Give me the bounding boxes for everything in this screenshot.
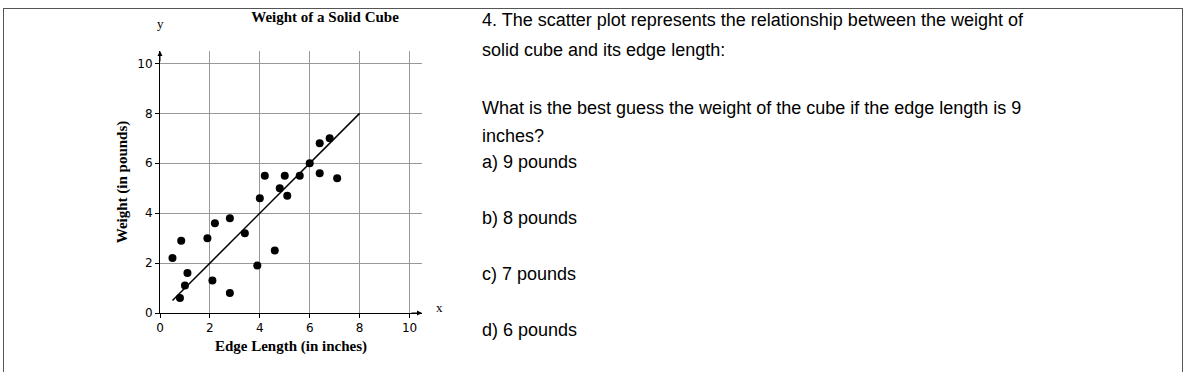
svg-text:8: 8 [145,107,153,121]
svg-text:8: 8 [356,321,364,335]
svg-text:2: 2 [206,321,214,335]
svg-text:Weight of a Solid Cube: Weight of a Solid Cube [251,9,399,25]
html-text:b) 8 pounds: b) 8 pounds [482,208,578,228]
svg-text:0: 0 [145,306,153,320]
html-text:inches?: inches? [482,126,544,146]
svg-text:Weight (in pounds): Weight (in pounds) [114,121,131,244]
svg-text:6: 6 [306,321,314,335]
svg-text:2: 2 [145,256,153,270]
svg-text:x: x [436,300,443,315]
html-text:c) 7 pounds: c) 7 pounds [482,264,577,284]
html-text:What is the best guess the wei: What is the best guess the weight of the… [482,98,1022,118]
svg-text:0: 0 [156,321,164,335]
svg-text:Edge Length (in inches): Edge Length (in inches) [215,338,367,355]
html-text:a) 9 pounds: a) 9 pounds [482,152,578,172]
svg-text:y: y [157,16,164,31]
svg-text:10: 10 [402,321,417,335]
html-text:4. The scatter plot represents: 4. The scatter plot represents the relat… [482,10,1023,30]
svg-text:6: 6 [145,156,153,170]
html-text:d) 6 pounds: d) 6 pounds [482,320,578,340]
html-text:solid cube and its edge length: solid cube and its edge length: [482,40,726,60]
svg-text:10: 10 [137,57,152,71]
svg-text:4: 4 [256,321,264,335]
svg-text:4: 4 [145,206,153,220]
